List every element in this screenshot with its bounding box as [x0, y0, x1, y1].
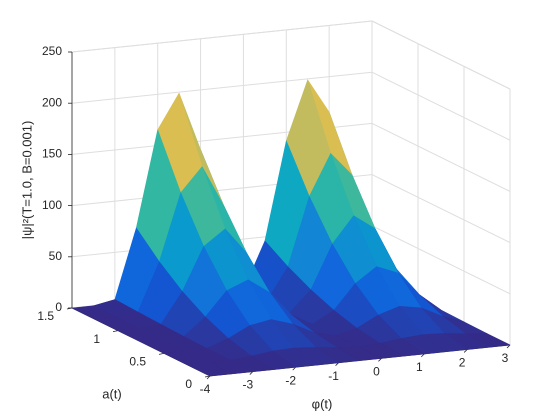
- z-tick-label: 150: [42, 147, 62, 161]
- x-tick-label: -4: [200, 382, 211, 396]
- x-tick-label: -1: [328, 369, 339, 383]
- z-axis-label: |ψ|²(T=1.0, B=0.001): [19, 121, 34, 240]
- tick-mark: [463, 349, 468, 353]
- x-axis-label: φ(t): [312, 396, 333, 411]
- grid-line: [371, 71, 511, 141]
- z-tick-label: 250: [42, 44, 62, 58]
- tick-mark: [66, 307, 73, 310]
- z-tick-label: 100: [42, 198, 62, 212]
- x-tick-label: 1: [416, 360, 423, 374]
- y-tick-label: 1: [93, 332, 100, 346]
- grid-line: [371, 174, 511, 244]
- x-tick-label: 0: [373, 364, 380, 378]
- x-tick-label: 3: [502, 351, 509, 365]
- x-tick-label: -3: [243, 378, 254, 392]
- tick-mark: [378, 358, 382, 362]
- surface-patch: [186, 362, 232, 377]
- tick-mark: [158, 352, 165, 355]
- z-tick-label: 0: [55, 300, 62, 314]
- y-tick-label: 0: [185, 377, 192, 391]
- grid-line: [71, 71, 373, 104]
- tick-mark: [506, 344, 511, 349]
- z-tick-label: 50: [49, 249, 63, 263]
- tick-mark: [204, 375, 211, 378]
- y-axis-label: a(t): [102, 386, 122, 401]
- tick-mark: [249, 371, 254, 375]
- tick-mark: [335, 362, 339, 366]
- tick-mark: [292, 366, 296, 371]
- z-tick-label: 200: [42, 95, 62, 109]
- grid-line: [71, 20, 373, 53]
- grid-line: [371, 225, 511, 295]
- y-tick-label: 1.5: [37, 309, 54, 323]
- x-tick-label: -2: [285, 373, 296, 387]
- tick-mark: [421, 353, 425, 358]
- x-tick-label: 2: [459, 356, 466, 370]
- tick-mark: [112, 330, 119, 333]
- grid-line: [371, 20, 511, 90]
- y-tick-label: 0.5: [129, 355, 146, 369]
- grid-line: [371, 122, 511, 192]
